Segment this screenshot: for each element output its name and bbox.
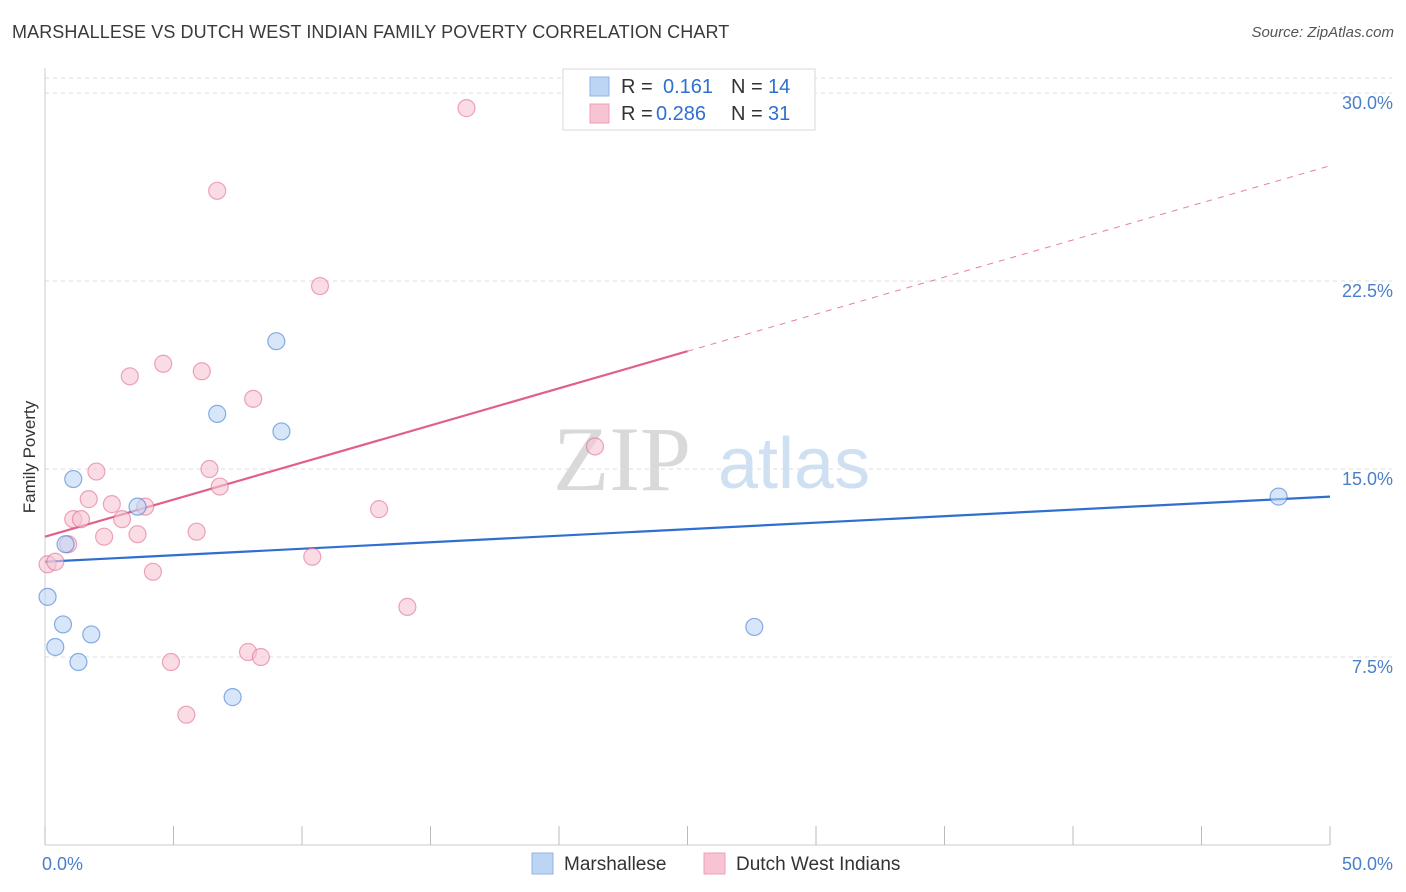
legend-r-label-1: R =: [621, 76, 653, 98]
point-dutch-west-indians-17: [187, 522, 206, 541]
axes: [44, 68, 1331, 846]
point-dutch-west-indians-8: [102, 495, 121, 514]
point-marshallese-0: [38, 587, 57, 606]
bottom-legend-swatch-dutch-west-indians: [703, 852, 726, 875]
series-legend: Marshallese Dutch West Indians: [531, 852, 900, 875]
gridlines: [45, 77, 1392, 658]
y-tick-label-0: 7.5%: [1352, 657, 1393, 677]
point-marshallese-2: [53, 615, 73, 634]
correlation-legend: R = 0.161 N = 14 R = 0.286 N = 31: [562, 68, 816, 131]
x-tick-label-1: 50.0%: [1342, 854, 1393, 874]
legend-n-value-2: 31: [768, 103, 790, 125]
point-dutch-west-indians-6: [87, 462, 106, 481]
x-tick-labels: 0.0% 50.0%: [42, 854, 1393, 874]
y-tick-labels: 7.5% 15.0% 22.5% 30.0%: [1342, 93, 1393, 677]
point-dutch-west-indians-1: [46, 552, 65, 571]
point-dutch-west-indians-28: [398, 597, 417, 616]
trend-line-dashed-1: [687, 165, 1331, 352]
legend-n-value-1: 14: [768, 76, 790, 98]
point-dutch-west-indians-30: [585, 437, 605, 456]
point-dutch-west-indians-16: [177, 705, 196, 724]
y-axis-label: Family Poverty: [20, 400, 39, 513]
point-marshallese-11: [272, 422, 291, 441]
legend-n-label-2: N =: [731, 103, 763, 125]
point-dutch-west-indians-10: [120, 367, 139, 386]
watermark-atlas: atlas: [718, 424, 870, 504]
trend-line-0: [44, 495, 1331, 563]
point-marshallese-5: [69, 652, 88, 672]
point-dutch-west-indians-20: [210, 477, 229, 496]
point-marshallese-1: [46, 637, 65, 657]
point-dutch-west-indians-4: [71, 510, 91, 529]
chart-title: MARSHALLESE VS DUTCH WEST INDIAN FAMILY …: [12, 22, 730, 42]
point-dutch-west-indians-25: [303, 547, 322, 566]
y-tick-label-2: 22.5%: [1342, 281, 1393, 301]
watermark: ZIP atlas: [553, 408, 870, 510]
point-marshallese-12: [745, 617, 764, 637]
legend-swatch-dutch-west-indians: [589, 103, 610, 124]
data-points: [38, 99, 1288, 724]
point-dutch-west-indians-11: [128, 525, 147, 544]
point-marshallese-9: [223, 688, 242, 707]
point-dutch-west-indians-13: [143, 562, 163, 581]
point-marshallese-4: [64, 469, 83, 489]
point-dutch-west-indians-24: [251, 647, 270, 667]
bottom-legend-swatch-marshallese: [531, 852, 554, 875]
point-marshallese-10: [267, 332, 286, 351]
y-tick-label-3: 30.0%: [1342, 93, 1393, 113]
point-marshallese-8: [208, 404, 227, 423]
watermark-zip: ZIP: [553, 408, 691, 510]
legend-r-label-2: R =: [621, 103, 653, 125]
point-dutch-west-indians-7: [95, 527, 114, 546]
point-dutch-west-indians-15: [161, 652, 181, 672]
point-marshallese-3: [56, 535, 75, 554]
point-dutch-west-indians-18: [192, 362, 211, 381]
legend-r-value-2: 0.286: [656, 103, 706, 125]
point-dutch-west-indians-29: [457, 99, 476, 118]
y-tick-label-1: 15.0%: [1342, 469, 1393, 489]
point-dutch-west-indians-9: [112, 510, 132, 529]
bottom-legend-marshallese: Marshallese: [564, 854, 666, 875]
point-dutch-west-indians-27: [370, 500, 389, 519]
point-dutch-west-indians-26: [310, 276, 330, 296]
point-dutch-west-indians-19: [200, 459, 219, 479]
point-dutch-west-indians-5: [79, 490, 98, 509]
legend-swatch-marshallese: [589, 76, 610, 97]
point-dutch-west-indians-21: [208, 181, 227, 200]
legend-n-label-1: N =: [731, 76, 763, 98]
x-tick-label-0: 0.0%: [42, 854, 83, 874]
point-marshallese-6: [82, 625, 101, 644]
legend-r-value-1: 0.161: [663, 76, 713, 98]
point-marshallese-7: [128, 497, 147, 516]
bottom-legend-dutch-west-indians: Dutch West Indians: [736, 854, 900, 875]
point-dutch-west-indians-14: [154, 354, 173, 373]
point-marshallese-13: [1269, 487, 1288, 506]
source-credit: Source: ZipAtlas.com: [1251, 24, 1394, 41]
point-dutch-west-indians-23: [244, 389, 263, 408]
